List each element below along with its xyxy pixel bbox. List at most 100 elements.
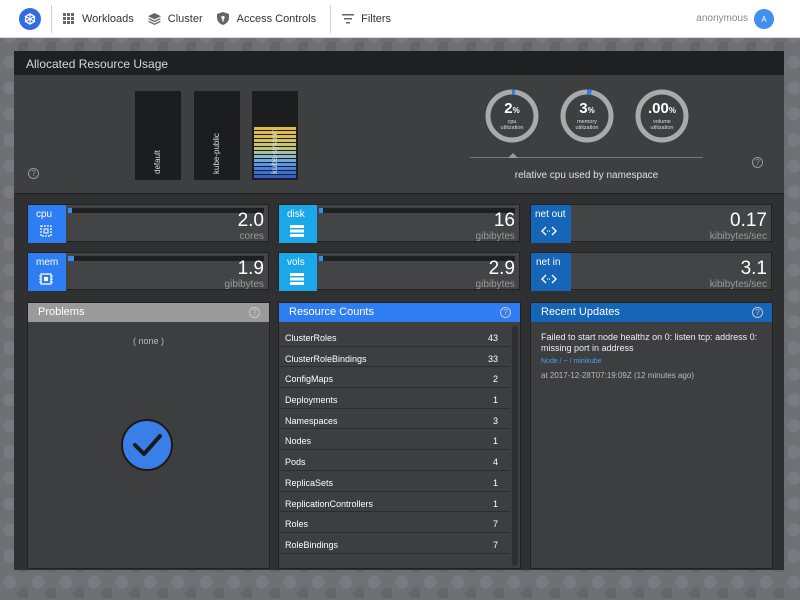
metric-unit: cores [239, 231, 264, 242]
nav-filters-label: Filters [361, 12, 392, 25]
resource-name: Pods [285, 457, 306, 468]
usage-segment [254, 127, 296, 130]
nav-cluster-label: Cluster [167, 12, 203, 25]
metric-net-out[interactable]: net out 0.17 kibibytes/sec [530, 204, 772, 243]
metric-unit: gibibytes [475, 231, 515, 242]
layers-icon [147, 12, 161, 25]
metric-bar [319, 256, 515, 261]
top-nav-bar: Workloads Cluster Access Controls Filter… [0, 0, 800, 38]
table-row[interactable]: Nodes 1 [279, 429, 510, 451]
metric-vols[interactable]: vols 2.9 gibibytes [278, 252, 520, 291]
table-row[interactable]: Deployments 1 [279, 388, 510, 409]
gauge-value: 3% [579, 100, 595, 117]
usage-segment [254, 171, 296, 174]
update-link[interactable]: Node / ~ / minikube [541, 358, 602, 365]
update-item: Failed to start node healthz on 0: liste… [531, 322, 772, 381]
nav-workloads[interactable]: Workloads [62, 12, 134, 25]
panel-title: Allocated Resource Usage [14, 51, 784, 75]
cpu-utilization-gauge[interactable]: 2% cpu utilization [484, 88, 540, 144]
metric-bar [319, 208, 515, 213]
metric-tag: net out [531, 205, 571, 243]
table-row[interactable]: ClusterRoles 43 [279, 326, 510, 347]
usage-segment [254, 131, 296, 134]
help-icon[interactable]: ? [28, 168, 39, 179]
resource-count: 4 [492, 457, 498, 468]
avatar[interactable]: A [754, 9, 774, 29]
gauge-value: .00% [648, 100, 676, 117]
gauge-value: 2% [504, 100, 520, 117]
namespace-segments [254, 127, 296, 178]
resource-count: 1 [492, 477, 498, 488]
problems-card: Problems ? ( none ) [27, 302, 270, 569]
volume-utilization-gauge[interactable]: .00% volume utilization [634, 88, 690, 144]
resource-count: 1 [492, 395, 498, 406]
resource-name: ClusterRoles [285, 333, 337, 343]
recent-updates-header: Recent Updates ? [531, 303, 772, 322]
dashboard-panel: Allocated Resource Usage default kube-pu… [14, 51, 784, 570]
gauge-ring-icon [485, 89, 539, 143]
gauge-label: memory utilization [575, 119, 599, 131]
help-icon[interactable]: ? [500, 307, 511, 318]
namespace-bar-kube-system[interactable]: kube-system [252, 91, 298, 180]
resource-name: ClusterRoleBindings [285, 353, 367, 364]
metric-unit: kibibytes/sec [709, 231, 767, 242]
table-row[interactable]: ConfigMaps 2 [279, 367, 510, 389]
namespace-label: kube-system [270, 128, 279, 174]
metric-value: 0.17 [730, 210, 767, 231]
scrollbar[interactable] [512, 326, 518, 566]
metric-disk[interactable]: disk 16 gibibytes [278, 204, 520, 243]
table-row[interactable]: Pods 4 [279, 450, 510, 471]
usage-segment [254, 135, 296, 138]
table-row[interactable]: ReplicaSets 1 [279, 471, 510, 492]
usage-segment [254, 175, 296, 178]
resource-list: ClusterRoles 43 ClusterRoleBindings 33 Confi… [279, 326, 510, 554]
metric-mem[interactable]: mem 1.9 gibibytes [27, 252, 269, 291]
memory-utilization-gauge[interactable]: 3% memory utilization [559, 88, 615, 144]
help-icon[interactable]: ? [752, 307, 763, 318]
resource-count: 7 [492, 539, 498, 550]
table-row[interactable]: RoleBindings 7 [279, 533, 510, 554]
gauge-label: cpu utilization [500, 119, 524, 131]
gauge-caption: relative cpu used by namespace [514, 170, 659, 181]
nav-workloads-label: Workloads [82, 12, 134, 25]
table-row[interactable]: ClusterRoleBindings 33 [279, 347, 510, 368]
usage-segment [254, 143, 296, 146]
metric-bar [571, 256, 767, 261]
problems-title: Problems [38, 306, 85, 318]
resource-counts-header: Resource Counts ? [279, 303, 520, 322]
storage-icon [290, 273, 304, 285]
nav-filters[interactable]: Filters [341, 12, 391, 25]
nav-cluster[interactable]: Cluster [147, 12, 203, 25]
metric-cpu[interactable]: cpu 2.0 cores [27, 204, 269, 243]
table-row[interactable]: Namespaces 3 [279, 409, 510, 430]
network-icon [541, 226, 557, 236]
resource-name: Deployments [285, 395, 338, 406]
metric-tag: net in [531, 253, 571, 291]
table-row[interactable]: Roles 7 [279, 512, 510, 533]
metric-tag: cpu [28, 205, 66, 243]
network-icon [541, 274, 557, 284]
help-icon[interactable]: ? [752, 157, 763, 168]
usage-segment [254, 151, 296, 154]
namespace-bar-kube-public[interactable]: kube-public [194, 91, 240, 180]
nav-access-controls-label: Access Controls [236, 12, 317, 25]
selected-gauge-caret-icon [508, 153, 518, 158]
metric-bar-fill [68, 208, 72, 213]
metric-net-in[interactable]: net in 3.1 kibibytes/sec [530, 252, 772, 291]
table-row[interactable]: ReplicationControllers 1 [279, 492, 510, 513]
username[interactable]: anonymous [696, 13, 748, 24]
metric-bar-fill [319, 256, 323, 261]
memory-icon [39, 273, 53, 285]
usage-segment [254, 139, 296, 142]
usage-segment [254, 155, 296, 158]
nav-access-controls[interactable]: Access Controls [217, 12, 316, 25]
metric-value: 3.1 [740, 258, 767, 279]
metric-unit: gibibytes [224, 279, 264, 290]
problems-header: Problems ? [28, 303, 269, 322]
help-icon[interactable]: ? [249, 307, 260, 318]
resource-name: ReplicaSets [285, 477, 334, 488]
usage-segment [254, 159, 296, 162]
resource-name: Nodes [285, 436, 312, 447]
kubernetes-logo-icon[interactable] [19, 7, 41, 30]
namespace-bar-default[interactable]: default [135, 91, 181, 180]
